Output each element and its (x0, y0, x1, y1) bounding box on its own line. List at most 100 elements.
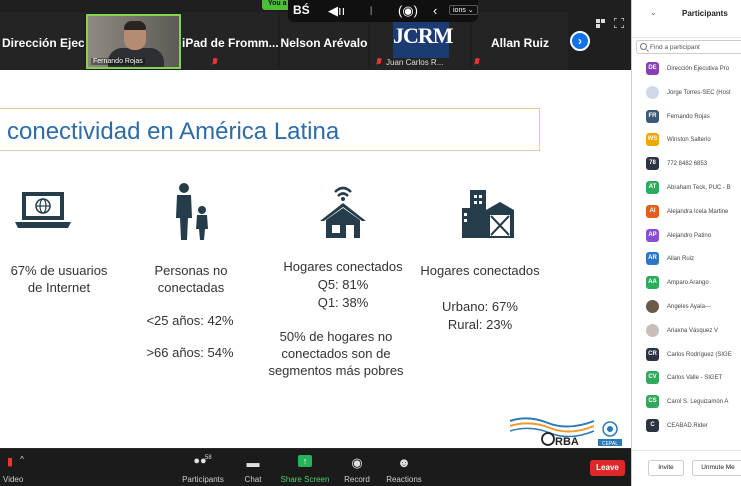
smiley-icon: ☻ (397, 455, 411, 470)
muted-mic-icon (376, 58, 382, 66)
participant-row[interactable]: CV Carlos Valle - SIGET (632, 367, 741, 389)
reactions-button[interactable]: ☻ Reactions (386, 455, 422, 484)
svg-text:CEPAL: CEPAL (602, 441, 618, 447)
chevron-left-icon[interactable]: ‹ (433, 3, 438, 18)
fullscreen-icon[interactable] (614, 18, 624, 28)
search-icon (640, 43, 647, 50)
participant-row[interactable]: AT Abraham Teck, PUC - B (632, 177, 741, 199)
bold-text-icon[interactable]: BŚ (293, 3, 310, 17)
avatar: CV (646, 371, 659, 385)
slide-title: conectividad en América Latina (7, 118, 340, 145)
shared-slide: conectividad en América Latina 67% de us… (0, 70, 631, 448)
participant-name: 772 8482 6853 (667, 161, 708, 168)
leave-button[interactable]: Leave (590, 460, 625, 476)
unmute-me-button[interactable]: Unmute Me (692, 460, 741, 476)
avatar: C (646, 419, 659, 432)
participant-tile-ipad[interactable]: iPad de Fromm... (182, 12, 278, 70)
participant-row[interactable]: FR Fernando Rojas (632, 106, 741, 128)
avatar: WS (646, 133, 659, 147)
participant-row[interactable]: C CEABAD.Rider (632, 415, 741, 437)
homes-q5-stat: Q5: 81% (317, 277, 369, 292)
svg-text:RBA: RBA (555, 436, 579, 447)
persons-under25-stat: <25 años: 42% (146, 313, 234, 328)
participant-name: Carol S. Leguizamón A (667, 399, 729, 406)
avatar (646, 85, 659, 99)
participant-name: Carlos Rodríguez (SIGE (667, 351, 732, 358)
avatar: AP (646, 228, 659, 242)
participant-row[interactable]: AA Amparo Arango (632, 272, 741, 294)
participant-name: Allan Ruiz (667, 256, 695, 263)
participant-row[interactable]: AI Alejandra Icela Martine (632, 201, 741, 223)
participant-row[interactable]: AR Allan Ruiz (632, 248, 741, 270)
panel-header: ⌄ Participants (632, 0, 741, 38)
video-off-icon: ▮ (6, 456, 14, 468)
participant-row[interactable]: 78 772 8482 6853 (632, 153, 741, 175)
record-button[interactable]: ◉ Record (344, 455, 370, 484)
tile-footer-name: Juan Carlos R... (386, 58, 444, 67)
muted-mic-icon (474, 58, 480, 66)
persons-over66-stat: >66 años: 54% (146, 345, 234, 360)
next-page-button[interactable]: › (570, 31, 590, 51)
house-wifi-icon (320, 186, 366, 238)
tile-name: iPad de Fromm... (182, 36, 278, 50)
invite-button[interactable]: Invite (648, 460, 684, 476)
chevron-down-icon[interactable]: ⌄ (650, 8, 657, 17)
participant-row[interactable]: WS Winston Salterio (632, 129, 741, 151)
avatar (646, 300, 659, 313)
participant-row[interactable]: CS Carol S. Leguizamón A (632, 391, 741, 413)
avatar: 78 (646, 157, 659, 171)
homes-poor-stat: 50% de hogares no conectados son de segm… (268, 329, 404, 378)
avatar: DE (646, 62, 659, 75)
panel-footer: Invite Unmute Me (632, 450, 741, 486)
mic-icon[interactable]: ⏽ (366, 3, 377, 18)
options-dropdown[interactable]: ions ⌄ (449, 5, 478, 15)
gallery-view-icon[interactable] (596, 19, 606, 28)
avatar: FR (646, 109, 659, 123)
participant-name: Amparo Arango (667, 280, 709, 287)
participant-name: Angeles Ayala--- (667, 304, 711, 310)
participant-name: Abraham Teck, PUC - B (667, 185, 731, 191)
avatar: CS (646, 395, 659, 409)
persons-not-connected-label: Personas no conectadas (154, 263, 228, 295)
share-screen-button[interactable]: ↑ Share Screen (280, 455, 330, 484)
homes-connected-label: Hogares conectados (283, 259, 403, 274)
tile-name: Allan Ruiz (490, 36, 549, 50)
participants-panel: ⌄ Participants DE Dirección Ejecutiva Pro… (631, 0, 741, 486)
video-button[interactable]: ▮ ^ Video (3, 455, 24, 484)
internet-users-stat: 67% de usuarios de Internet (10, 263, 108, 295)
participant-count: 58 (205, 455, 212, 461)
person-child-icon (176, 183, 208, 240)
participant-row[interactable]: Jorge Torres-SEC (Host (632, 82, 741, 104)
participant-row[interactable]: Angeles Ayala--- (632, 296, 741, 318)
participants-icon: ●● (193, 455, 207, 467)
participant-tile-direccion[interactable]: Dirección Ejecut... (0, 12, 84, 70)
avatar: AI (646, 204, 659, 218)
chat-button[interactable]: ▬ Chat (244, 455, 262, 484)
avatar: CR (646, 347, 659, 361)
muted-mic-icon (212, 58, 218, 66)
participant-name: Dirección Ejecutiva Pro (667, 66, 730, 72)
participants-button[interactable]: ●● 58 Participants (182, 455, 224, 484)
search-input[interactable] (650, 42, 741, 53)
meeting-toolbar: ▮ ^ Video ●● 58 Participants ▬ Chat ↑ Sh… (0, 448, 631, 486)
participant-row[interactable]: AP Alejandro Patino (632, 225, 741, 247)
participant-row[interactable]: DE Dirección Ejecutiva Pro (632, 58, 741, 80)
avatar: AR (646, 252, 659, 266)
floating-control-bar: BŚ ◀ıı ⏽ (◉) ‹ ions ⌄ (288, 0, 478, 22)
homes-urban-stat: Urbano: 67% (442, 299, 518, 314)
participant-name: Jorge Torres-SEC (Host (667, 89, 731, 96)
record-icon: ◉ (351, 455, 363, 470)
homes-rural-stat: Rural: 23% (447, 317, 513, 332)
active-speaker-tile[interactable]: Fernando Rojas (86, 14, 181, 69)
participant-row[interactable]: Ariaxna Vásquez V (632, 320, 741, 342)
broadcast-icon[interactable]: (◉) (398, 3, 419, 18)
screen-share-badge: You a (262, 0, 290, 10)
participant-name: Winston Salterio (667, 137, 711, 144)
avatar: AA (646, 276, 659, 290)
participant-tile-allan[interactable]: Allan Ruiz (472, 12, 568, 70)
audio-icon[interactable]: ◀ıı (328, 3, 346, 18)
participant-row[interactable]: CR Carlos Rodríguez (SIGE (632, 344, 741, 366)
search-box[interactable] (636, 40, 741, 54)
chevron-up-icon[interactable]: ^ (20, 455, 24, 464)
